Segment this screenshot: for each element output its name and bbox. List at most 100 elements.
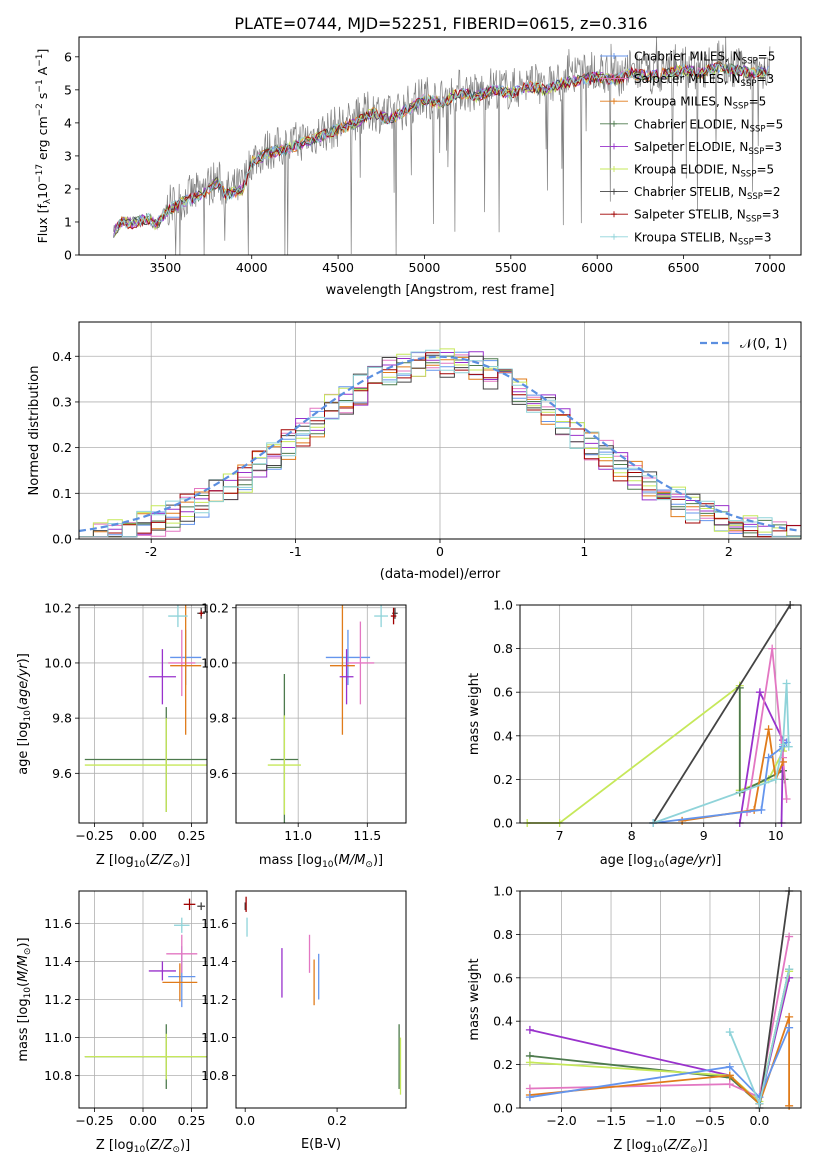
tick-label-y: 0.0 bbox=[52, 532, 72, 547]
tick-label-y: 0.0 bbox=[493, 1101, 513, 1116]
tick-label-y: 4 bbox=[64, 115, 72, 130]
axis-label: Z [log10(Z/Z⊙)] bbox=[96, 1138, 190, 1155]
axes-frame bbox=[519, 890, 802, 1109]
weight-marker-kroupa_elodie bbox=[525, 1058, 534, 1067]
axes-frame bbox=[78, 890, 208, 1109]
tick-label-x: 11.0 bbox=[284, 828, 312, 843]
tick-label-x: 11.5 bbox=[353, 828, 381, 843]
legend-marker bbox=[611, 166, 617, 172]
tick-label-x: 10 bbox=[768, 828, 784, 843]
weight-marker-chabrier_miles bbox=[764, 753, 773, 762]
tick-label-y: 2 bbox=[64, 181, 72, 196]
tick-label-y: 11.4 bbox=[201, 954, 229, 969]
tick-label-y: 0.1 bbox=[52, 486, 72, 501]
legend-marker bbox=[611, 188, 617, 195]
legend-label: 𝒩(0, 1) bbox=[740, 337, 787, 352]
tick-label-y: 6 bbox=[64, 49, 72, 64]
errorbars bbox=[267, 605, 398, 823]
legend-marker bbox=[611, 120, 617, 127]
legend-label: Salpeter MILES, NSSP=3 bbox=[634, 72, 774, 89]
weight-marker-kroupa_miles bbox=[764, 725, 773, 734]
tick-label-x: 0.0 bbox=[235, 1113, 255, 1128]
legend-label: Kroupa MILES, NSSP=5 bbox=[634, 95, 766, 112]
mass_vs_ebv-axes: 0.0 0.2 10.8 11.0 11.2 11.4 11.6 E(B-V) bbox=[201, 890, 407, 1152]
tick-label-y: 0.4 bbox=[493, 1014, 513, 1029]
age_vs_Z-axes: −0.25 0.00 0.25 9.6 9.8 10.0 10.2 Z [log10(Z/Z⊙… bbox=[16, 600, 208, 870]
tick-label-x: 0.2 bbox=[327, 1113, 347, 1128]
weight-marker-salpeter_elodie bbox=[525, 1025, 534, 1034]
tick-label-x: 1 bbox=[580, 544, 588, 559]
axes-frame bbox=[235, 604, 407, 824]
tick-label-y: 1.0 bbox=[493, 598, 513, 613]
legend-marker bbox=[611, 143, 617, 150]
legend-label: Chabrier ELODIE, NSSP=5 bbox=[634, 117, 783, 134]
tick-label-y: 9.8 bbox=[52, 711, 72, 726]
normal-curve bbox=[78, 355, 802, 533]
tick-label-y: 10.8 bbox=[44, 1068, 72, 1083]
tick-label-y: 9.8 bbox=[209, 711, 229, 726]
tick-label-x: 2 bbox=[725, 544, 733, 559]
weight-line-salpeter_elodie bbox=[738, 689, 784, 824]
legend-label: Salpeter ELODIE, NSSP=3 bbox=[634, 140, 782, 157]
y-axis-label: Flux [fλ10−17 erg cm−2 s−1 A−1] bbox=[35, 49, 53, 244]
tick-label-y: 10.2 bbox=[201, 600, 229, 615]
tick-label-x: 6500 bbox=[668, 260, 700, 275]
legend: 𝒩(0, 1) bbox=[700, 337, 787, 352]
weight-line-salpeter_miles bbox=[746, 648, 788, 813]
tick-label-x: 7000 bbox=[754, 260, 786, 275]
tick-label-x: 0.00 bbox=[129, 828, 157, 843]
legend-marker bbox=[611, 211, 617, 218]
axis-label: Z [log10(Z/Z⊙)] bbox=[96, 853, 190, 870]
tick-label-x: 0.00 bbox=[129, 1113, 157, 1128]
weight-marker-kroupa_miles bbox=[678, 816, 687, 825]
tick-label-y: 1 bbox=[64, 214, 72, 229]
y-axis-label: mass weight bbox=[467, 673, 482, 755]
weight-marker-kroupa_stelib bbox=[725, 1028, 734, 1037]
weight-marker-salpeter_miles bbox=[782, 795, 791, 804]
tick-label-y: 3 bbox=[64, 148, 72, 163]
weight-marker-salpeter_miles bbox=[768, 644, 777, 653]
tick-label-x: -2 bbox=[145, 544, 157, 559]
residual_hist-axes: -2 -1 0 1 2 0.0 0.1 0.2 0.3 0.4 (data-model)/error… bbox=[27, 321, 802, 582]
weight-marker-kroupa_miles bbox=[785, 1101, 794, 1110]
tick-label-y: 0.8 bbox=[493, 927, 513, 942]
tick-label-y: 11.2 bbox=[44, 992, 72, 1007]
weight-line-kroupa_stelib bbox=[652, 683, 790, 824]
legend-marker bbox=[611, 233, 617, 240]
axis-label: mass [log10(M/M⊙)] bbox=[16, 937, 33, 1061]
legend-marker bbox=[611, 98, 617, 105]
tick-label-y: 10.2 bbox=[44, 600, 72, 615]
weight-marker-kroupa_miles bbox=[778, 757, 787, 766]
plot-layer: 3500 4000 4500 5000 5500 6000 6500 7000 0 1 2 3 4 5 6 w… bbox=[16, 36, 802, 1155]
y-axis-label: Normed distribution bbox=[27, 366, 42, 496]
tick-label-y: 10.8 bbox=[201, 1068, 229, 1083]
weight-marker-chabrier_miles bbox=[785, 1023, 794, 1032]
axis-label: age [log10(age/yr)] bbox=[16, 653, 33, 775]
tick-label-y: 11.2 bbox=[201, 992, 229, 1007]
legend-marker bbox=[611, 75, 617, 82]
tick-label-x: 4500 bbox=[322, 260, 354, 275]
legend-label: Kroupa ELODIE, NSSP=5 bbox=[634, 163, 774, 180]
tick-label-x: 7 bbox=[556, 828, 564, 843]
age_vs_mass-axes: 11.0 11.5 9.6 9.8 10.0 10.2 mass [log10(M/M⊙)] bbox=[201, 600, 407, 870]
weight-marker-salpeter_miles bbox=[725, 1080, 734, 1089]
tick-label-y: 0.4 bbox=[52, 349, 72, 364]
axis-label: age [log10(age/yr)] bbox=[600, 853, 722, 870]
tick-label-x: −1.5 bbox=[596, 1113, 626, 1128]
tick-label-y: 0.4 bbox=[493, 728, 513, 743]
weight-marker-chabrier_miles bbox=[757, 805, 766, 814]
axes-frame bbox=[78, 36, 802, 256]
tick-label-x: −2.0 bbox=[546, 1113, 576, 1128]
tick-label-y: 11.6 bbox=[201, 916, 229, 931]
x-axis-label: wavelength [Angstrom, rest frame] bbox=[326, 283, 555, 298]
tick-label-x: 0.25 bbox=[178, 828, 206, 843]
weight-marker-kroupa_stelib bbox=[785, 965, 794, 974]
tick-label-x: −0.5 bbox=[695, 1113, 725, 1128]
errorbars bbox=[84, 898, 207, 1089]
weight-marker-chabrier_miles bbox=[725, 1062, 734, 1071]
tick-label-x: 0 bbox=[436, 544, 444, 559]
weight-marker-kroupa_stelib bbox=[771, 775, 780, 784]
tick-label-y: 9.6 bbox=[52, 766, 72, 781]
legend: Chabrier MILES, NSSP=5 Salpeter MILES, NS… bbox=[600, 50, 783, 247]
